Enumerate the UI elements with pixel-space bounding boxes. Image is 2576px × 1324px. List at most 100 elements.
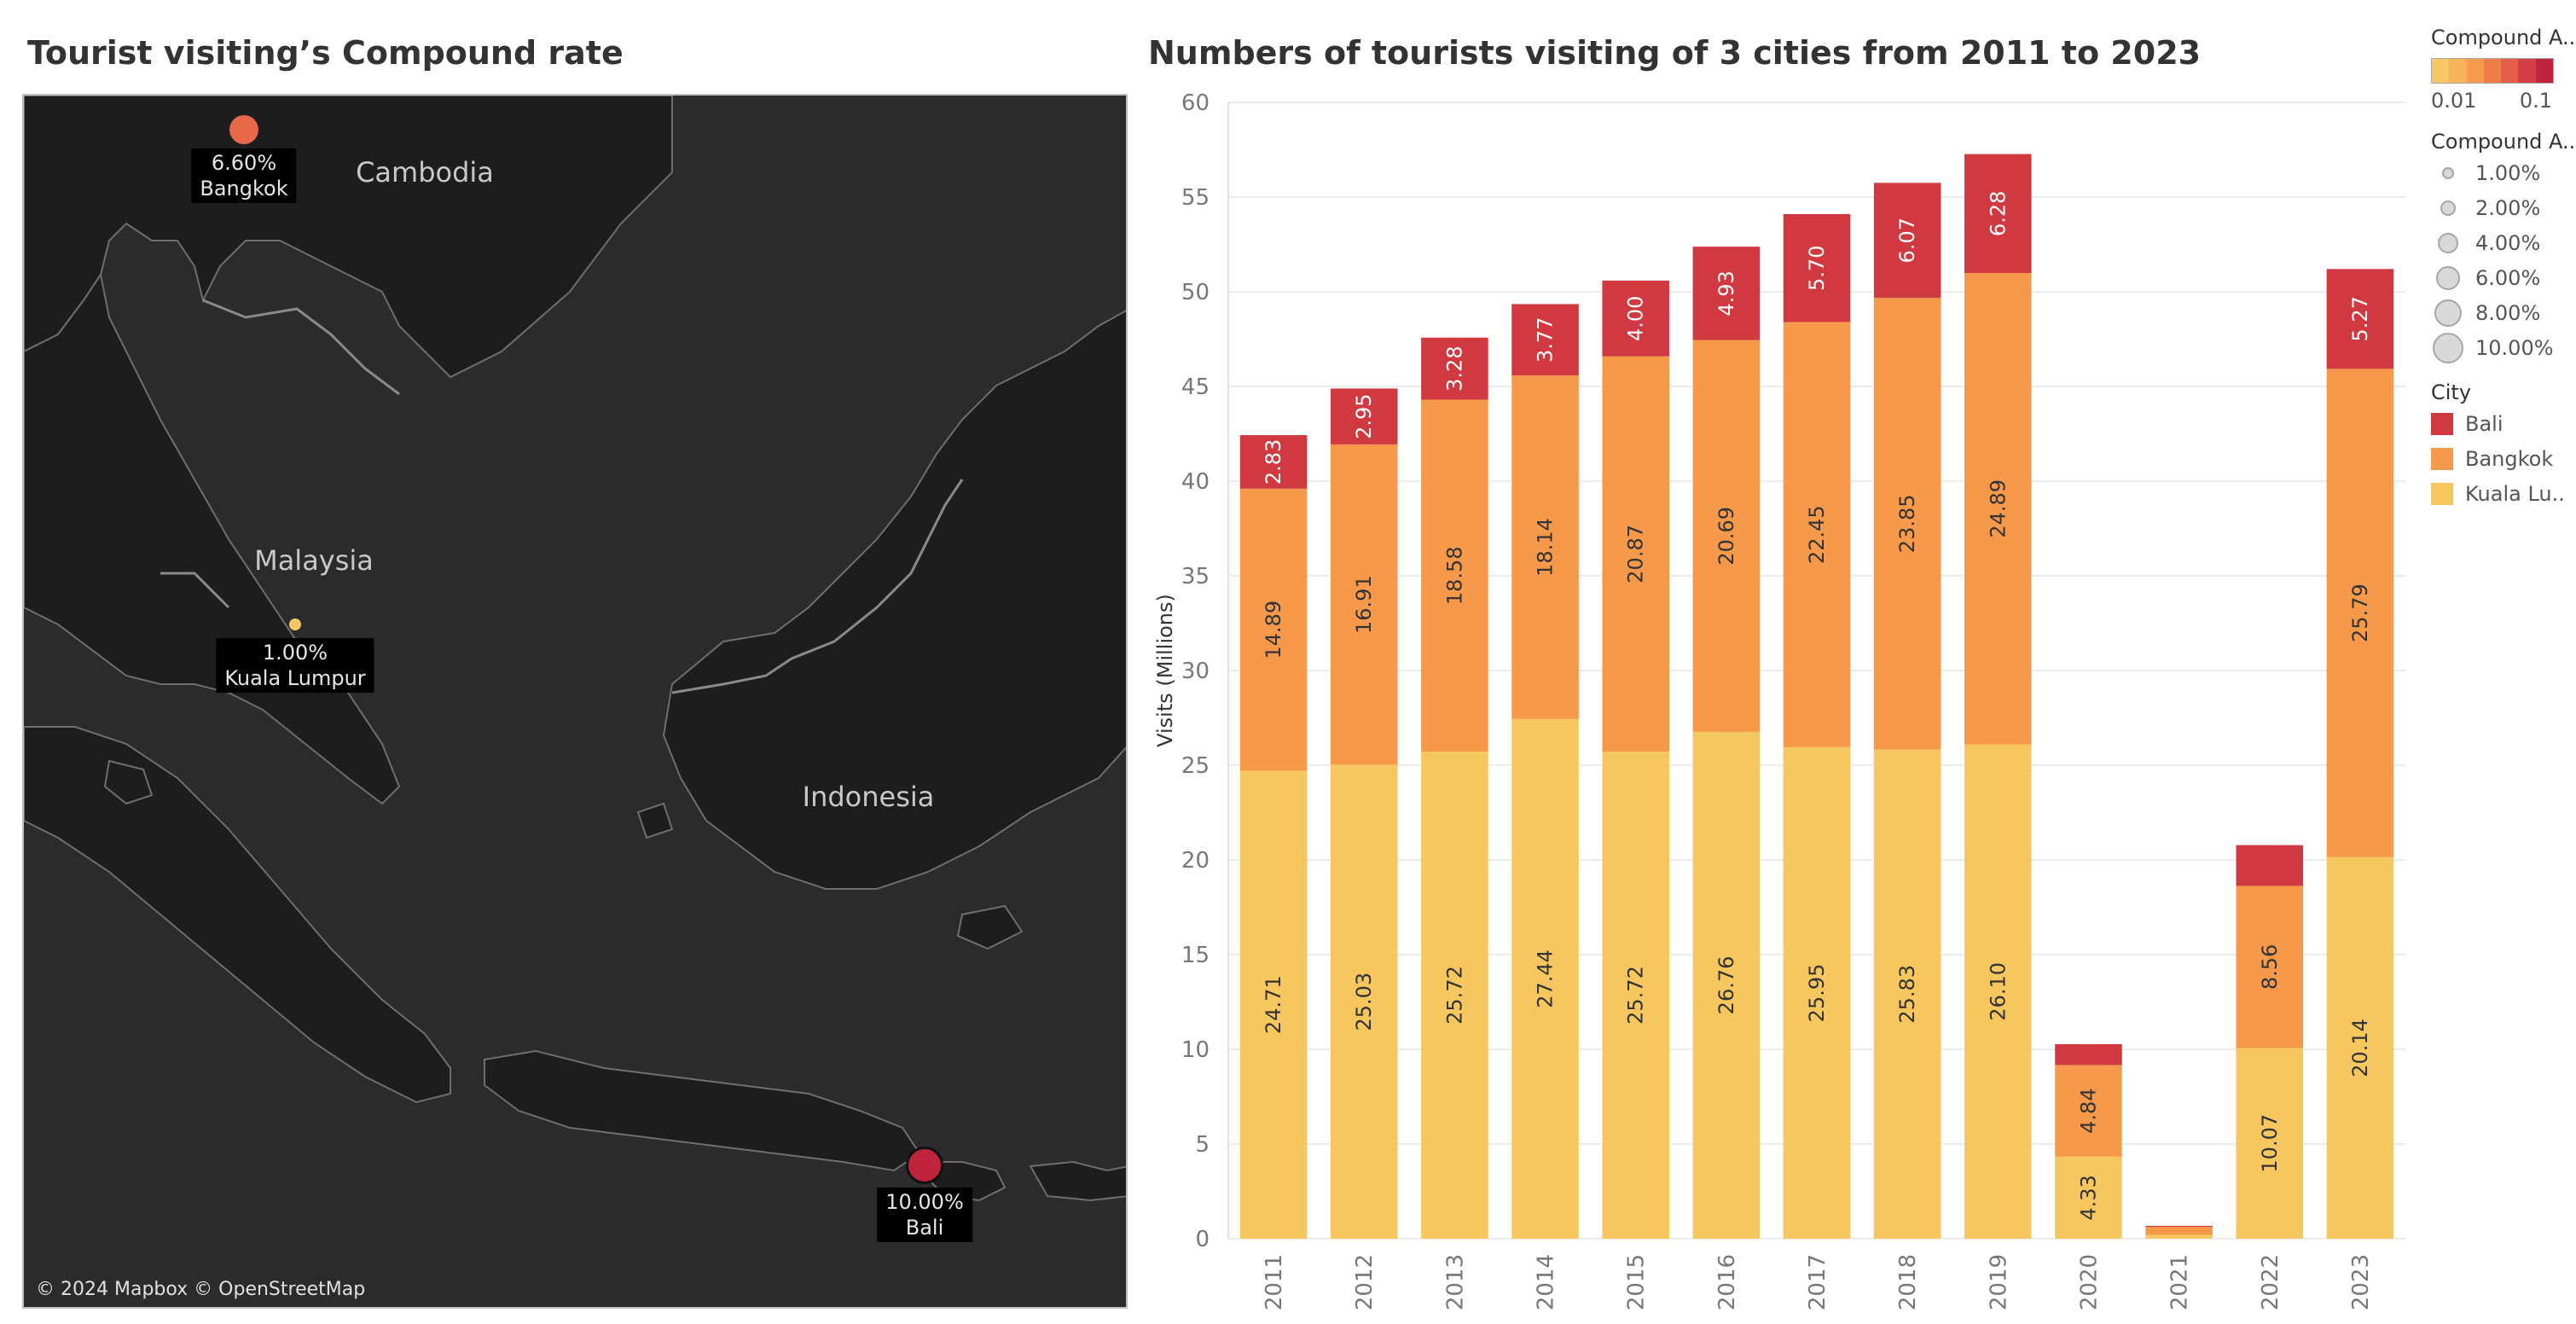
city-legend-item[interactable]: Kuala Lu..: [2431, 476, 2576, 511]
bar-segment: [2055, 1065, 2122, 1157]
bar-segment: [1511, 375, 1579, 719]
map-marker-city-bali: Bali: [905, 1216, 944, 1240]
bar-data-label: 6.28: [1986, 191, 2010, 236]
chart-title: Numbers of tourists visiting of 3 cities…: [1148, 34, 2202, 72]
city-legend-swatch: [2431, 482, 2453, 505]
color-legend-ramp: [2431, 58, 2554, 84]
x-tick-label: 2011: [1262, 1254, 1287, 1310]
bar-data-label: 25.95: [1805, 964, 1829, 1023]
bar-segment: [1783, 746, 1851, 1239]
map-label-indonesia: Indonesia: [802, 781, 935, 813]
size-legend-circle-icon: [2433, 332, 2463, 363]
y-tick-label: 60: [1181, 90, 1210, 116]
map-panel[interactable]: Cambodia Malaysia Indonesia 6.60% Bangko…: [22, 94, 1128, 1309]
legend: Compound A.. 0.01 0.1 Compound A.. 1.00%…: [2431, 26, 2576, 511]
bar-data-label: 26.76: [1714, 956, 1738, 1015]
bar-data-label: 23.85: [1895, 494, 1919, 553]
bar-segment: [2145, 1225, 2213, 1228]
bar-segment: [1602, 752, 1669, 1239]
bar-data-label: 25.72: [1624, 966, 1648, 1025]
color-ramp-step: [2501, 59, 2519, 83]
bar-segment: [1692, 340, 1761, 732]
map-marker-bali[interactable]: [906, 1147, 943, 1184]
size-legend-label: 8.00%: [2475, 300, 2541, 325]
bar-data-label: 3.28: [1442, 346, 1466, 391]
bar-segment: [2326, 369, 2394, 857]
map-marker-kuala-lumpur[interactable]: [289, 618, 301, 630]
map-marker-label-kuala-lumpur: 1.00% Kuala Lumpur: [216, 638, 374, 693]
color-legend-min: 0.01: [2431, 89, 2477, 113]
bar-segment: [2236, 886, 2304, 1048]
size-legend-label: 1.00%: [2475, 160, 2541, 185]
size-legend-item: 8.00%: [2431, 295, 2576, 330]
bar-segment: [1783, 322, 1851, 747]
bar-segment: [1964, 273, 2032, 745]
x-tick-label: 2022: [2258, 1254, 2283, 1310]
y-tick-label: 30: [1181, 659, 1210, 684]
x-tick-label: 2016: [1714, 1254, 1740, 1310]
y-tick-label: 25: [1181, 753, 1210, 779]
size-legend-label: 6.00%: [2475, 265, 2541, 290]
bar-segment: [1873, 183, 1941, 299]
bar-chart[interactable]: 0 5 10 15 20 25 30 35 40 45 50 55 60 Visits (Millions…: [1143, 77, 2422, 1324]
bar-segment: [1421, 752, 1488, 1239]
bar-data-label: 20.69: [1714, 507, 1738, 566]
bar-segment: [2055, 1044, 2122, 1066]
map-marker-rate-bali: 10.00%: [885, 1190, 964, 1214]
bar-segment: [1964, 154, 2032, 274]
bar-segment: [1239, 435, 1308, 489]
bar-data-label: 10.07: [2258, 1114, 2282, 1173]
bar-data-label: 22.45: [1805, 505, 1829, 564]
bar-segment: [1421, 337, 1488, 400]
bar-data-label: 25.03: [1352, 973, 1376, 1031]
y-tick-label: 35: [1181, 564, 1210, 589]
bar-data-label: 2.95: [1352, 393, 1376, 438]
bar-data-label: 20.14: [2348, 1019, 2372, 1077]
bar-segment: [1511, 718, 1579, 1239]
map-marker-bangkok[interactable]: [229, 115, 258, 144]
bar-data-label: 4.93: [1714, 270, 1738, 316]
map-marker-city-bangkok: Bangkok: [200, 177, 288, 200]
bar-data-label: 8.56: [2258, 944, 2282, 990]
bar-data-label: 5.70: [1805, 246, 1829, 291]
bar-segment: [2236, 1048, 2304, 1239]
bar-segment: [1330, 444, 1398, 765]
bar-data-label: 18.14: [1534, 518, 1558, 577]
bar-segment: [2326, 269, 2394, 369]
x-tick-label: 2023: [2348, 1254, 2374, 1310]
bar-segment: [1511, 304, 1579, 376]
color-ramp-step: [2483, 59, 2502, 83]
bar-data-label: 24.71: [1262, 975, 1285, 1034]
map-marker-city-kuala-lumpur: Kuala Lumpur: [224, 666, 366, 690]
bar-segment: [2145, 1234, 2213, 1239]
city-legend: Bali Bangkok Kuala Lu..: [2431, 406, 2576, 511]
y-tick-label: 15: [1181, 943, 1210, 968]
bar-segment: [1783, 213, 1851, 322]
city-legend-label: Kuala Lu..: [2465, 481, 2565, 506]
size-legend-circle-icon: [2440, 200, 2456, 216]
bar-segment: [2145, 1227, 2213, 1235]
color-ramp-step: [2466, 59, 2484, 83]
bar-segment: [1330, 764, 1398, 1239]
x-tick-label: 2018: [1895, 1254, 1921, 1310]
bar-data-label: 25.79: [2348, 584, 2372, 642]
y-tick-label: 50: [1181, 280, 1210, 305]
city-legend-item[interactable]: Bangkok: [2431, 441, 2576, 476]
city-legend-item[interactable]: Bali: [2431, 406, 2576, 441]
y-tick-label: 0: [1195, 1227, 1210, 1252]
size-legend-item: 2.00%: [2431, 190, 2576, 225]
bar-data-label: 25.72: [1442, 966, 1466, 1025]
bar-segment: [1964, 744, 2032, 1239]
bar-segment: [1239, 488, 1308, 771]
size-legend-circle-icon: [2434, 299, 2462, 327]
x-tick-label: 2021: [2167, 1254, 2193, 1310]
map-marker-label-bangkok: 6.60% Bangkok: [191, 148, 297, 203]
bar-data-label: 24.89: [1986, 479, 2010, 538]
bar-data-label: 16.91: [1352, 575, 1376, 634]
x-tick-label: 2014: [1534, 1254, 1559, 1310]
bar-segment: [1873, 749, 1941, 1239]
y-tick-label: 40: [1181, 469, 1210, 495]
size-legend-circle-icon: [2442, 166, 2454, 179]
size-legend-label: 10.00%: [2475, 335, 2554, 360]
map-marker-rate-bangkok: 6.60%: [211, 151, 277, 175]
